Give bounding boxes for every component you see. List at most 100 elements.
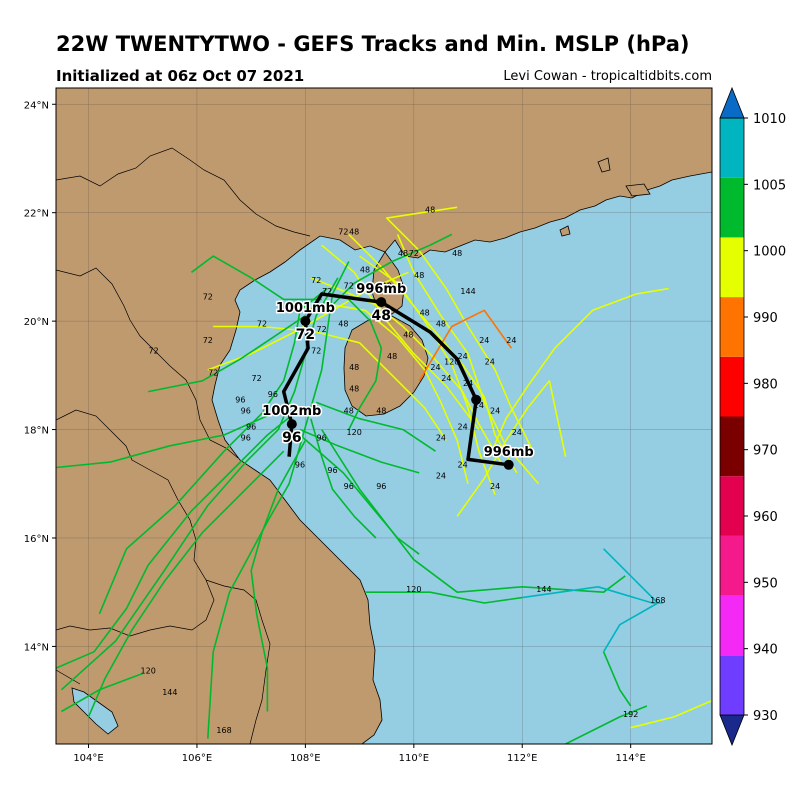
forecast-hour-label: 120 [444,357,459,366]
forecast-hour-label: 96 [246,423,256,432]
member-track [565,705,648,744]
colorbar-frame [719,117,745,716]
forecast-hour-label: 96 [344,482,354,491]
member-track [213,325,447,441]
forecast-hour-label: 72 [203,336,213,345]
y-tick-label: 24°N [24,100,49,111]
x-tick-label: 114°E [615,753,645,764]
page-title: 22W TWENTYTWO - GEFS Tracks and Min. MSL… [56,32,690,56]
member-track [321,244,480,431]
forecast-hour-label: 48 [382,282,392,291]
member-track [602,651,632,707]
colorbar-tick-label: 980 [753,377,778,392]
forecast-hour-labels: 2424242424242424242424242424244848484848… [141,206,666,762]
forecast-hour-label: 48 [360,265,370,274]
mainland-landmass [56,88,712,744]
initialization-time: Initialized at 06z Oct 07 2021 [56,67,305,85]
forecast-hour-label: 72 [311,347,321,356]
x-tick-label: 108°E [290,753,320,764]
forecast-hour-label: 24 [441,374,451,383]
mean-mslp-label: 996mb [356,282,406,297]
member-track [56,412,296,669]
forecast-hour-label: 48 [349,363,359,372]
forecast-hour-label: 168 [650,596,665,605]
forecast-hour-label: 72 [203,292,213,301]
colorbar-tick-label: 950 [753,576,778,591]
member-track [299,434,420,555]
colorbar-tick-label: 1000 [753,245,786,260]
forecast-hour-label: 24 [485,357,495,366]
colorbar-tick-label: 930 [753,709,778,724]
member-track [250,440,307,712]
member-track [56,412,274,469]
mean-track-marker [503,459,514,470]
forecast-hour-label: 24 [474,401,484,410]
colorbar-segment [720,356,744,417]
forecast-hour-label: 72 [317,325,327,334]
forecast-hour-label: 24 [458,352,468,361]
member-track [299,428,420,474]
member-track [207,261,350,739]
forecast-hour-label: 48 [376,406,386,415]
forecast-hour-label: 72 [208,368,218,377]
forecast-hour-label: 24 [430,363,440,372]
x-tick-label: 106°E [182,753,212,764]
forecast-hour-label: 48 [338,320,348,329]
member-track [456,379,567,517]
colorbar-tick-label: 960 [753,510,778,525]
y-tick-label: 16°N [24,534,49,545]
x-tick-label: 104°E [73,753,103,764]
member-track [315,401,436,452]
forecast-hour-label: 24 [512,428,522,437]
member-track [602,548,659,653]
island-small-3 [559,225,571,237]
mean-track-marker [376,297,387,308]
ensemble-member-tracks [56,206,712,744]
forecast-hour-label: 24 [436,471,446,480]
mean-hour-label: 48 [372,308,391,324]
forecast-hour-label: 144 [162,688,177,697]
mean-mslp-label: 1001mb [276,301,335,316]
member-track [321,429,626,594]
y-tick-label: 22°N [24,209,49,220]
member-track [385,206,534,452]
forecast-hour-label: 48 [398,249,408,258]
colorbar-segment [720,416,744,477]
forecast-hour-label: 24 [436,433,446,442]
forecast-hour-label: 48 [344,406,354,415]
forecast-hour-label: 96 [241,433,251,442]
forecast-hour-label: 72 [338,227,348,236]
colorbar-segment [720,237,744,298]
map-frame [55,87,713,745]
forecast-hour-label: 48 [414,271,424,280]
forecast-hour-label: 48 [452,249,462,258]
mean-track-marker [286,419,297,430]
member-track [348,298,383,430]
forecast-hour-label: 120 [141,667,156,676]
member-track [61,672,143,713]
member-track [98,287,328,615]
forecast-hour-label: 120 [216,753,231,762]
member-track [310,418,377,539]
forecast-hour-label: 48 [436,320,446,329]
colorbar-tick-label: 990 [753,311,778,326]
y-tick-label: 18°N [24,426,49,437]
member-track [348,233,518,474]
member-track [191,255,322,301]
lat-lon-grid [56,88,712,744]
forecast-hour-label: 192 [623,710,638,719]
forecast-hour-label: 72 [311,276,321,285]
forecast-hour-label: 72 [148,347,158,356]
colorbar-segment [720,476,744,536]
forecast-hour-label: 96 [268,390,278,399]
forecast-hour-label: 72 [257,320,267,329]
mslp-colorbar: 930 940 950 960 970 980 990 1000 1005 1010 [719,86,786,747]
mean-mslp-label: 1002mb [262,404,321,419]
forecast-hour-label: 48 [403,330,413,339]
colorbar-tick-label: 1010 [753,112,786,127]
forecast-hour-label: 24 [458,461,468,470]
colorbar-segment [720,297,744,357]
member-track [148,315,306,393]
